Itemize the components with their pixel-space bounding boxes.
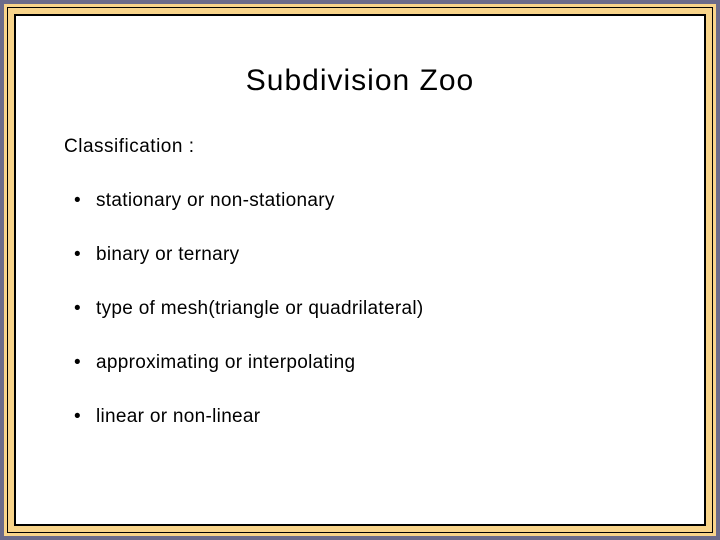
list-item: linear or non-linear: [70, 406, 664, 428]
slide-subtitle: Classification :: [64, 136, 664, 158]
slide-mid-frame: Subdivision Zoo Classification : station…: [7, 7, 713, 533]
slide-outer-frame: Subdivision Zoo Classification : station…: [0, 0, 720, 540]
slide-content-area: Subdivision Zoo Classification : station…: [14, 14, 706, 526]
list-item: stationary or non-stationary: [70, 190, 664, 212]
list-item: type of mesh(triangle or quadrilateral): [70, 298, 664, 320]
bullet-list: stationary or non-stationary binary or t…: [70, 190, 664, 428]
list-item: approximating or interpolating: [70, 352, 664, 374]
list-item: binary or ternary: [70, 244, 664, 266]
slide-title: Subdivision Zoo: [56, 64, 664, 98]
